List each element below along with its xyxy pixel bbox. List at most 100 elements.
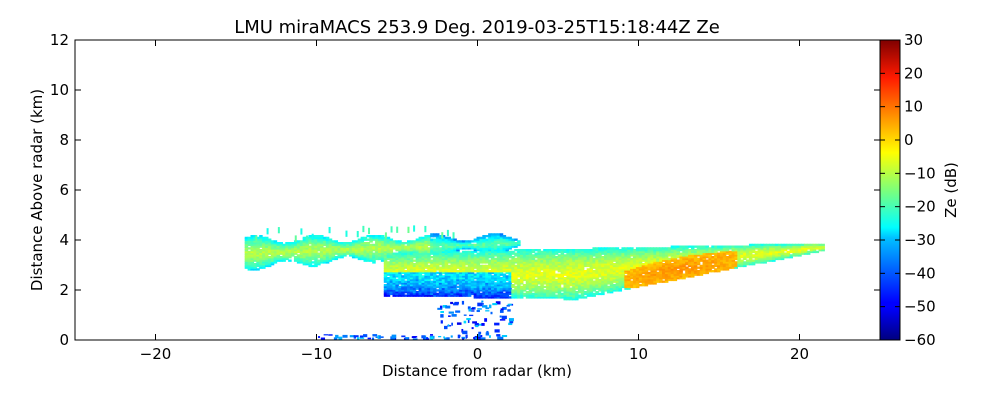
echo-cell [357, 247, 362, 250]
echo-cell [517, 261, 521, 264]
clutter-cell [474, 335, 478, 338]
clutter-cell [357, 337, 360, 340]
echo-cell [743, 249, 747, 252]
echo-cell [659, 249, 663, 252]
echo-cell [731, 245, 736, 248]
echo-cell [409, 263, 414, 266]
echo-cell [491, 247, 495, 250]
echo-cell [801, 245, 805, 248]
echo-cell [598, 270, 602, 273]
echo-cell [378, 257, 382, 261]
echo-cell [546, 271, 550, 275]
echo-cell [462, 268, 466, 271]
x-tick-label: 20 [790, 345, 809, 363]
echo-cell [415, 256, 420, 259]
echo-cell [464, 259, 469, 262]
echo-cell [325, 254, 330, 257]
echo-cell [653, 264, 657, 268]
echo-cell [308, 263, 312, 266]
echo-cell [421, 278, 425, 282]
echo-cell [517, 257, 521, 261]
echo-cell [459, 257, 463, 261]
echo-cell [525, 249, 530, 252]
echo-cell [804, 252, 808, 255]
echo-cell [444, 257, 449, 261]
echo-cell [522, 284, 527, 287]
echo-cell [493, 249, 498, 252]
echo-cell [276, 247, 281, 250]
echo-cell [450, 292, 454, 296]
echo-cell [583, 296, 588, 299]
echo-cell [427, 275, 431, 278]
echo-cell [569, 261, 573, 264]
echo-cell [427, 256, 431, 259]
echo-cell [496, 264, 501, 268]
echo-cell [543, 259, 547, 262]
echo-cell [476, 259, 481, 262]
echo-cell [412, 292, 417, 296]
echo-cell [517, 243, 521, 247]
echo-cell [743, 250, 747, 254]
echo-cell [702, 257, 707, 261]
echo-cell [601, 264, 605, 268]
echo-cell [493, 275, 498, 278]
echo-cell [383, 257, 388, 261]
echo-cell [627, 282, 631, 285]
echo-cell [737, 257, 741, 261]
echo-cell [676, 256, 680, 259]
echo-cell [543, 277, 547, 280]
clutter-cell [500, 308, 504, 311]
echo-cell [340, 256, 344, 259]
echo-cell [580, 273, 585, 276]
echo-cell [311, 240, 315, 243]
echo-cell [609, 257, 614, 261]
echo-cell [615, 273, 620, 276]
echo-cell [305, 263, 310, 266]
echo-cell [714, 257, 718, 261]
echo-cell [250, 256, 254, 259]
echo-cell [406, 277, 411, 280]
echo-cell [464, 240, 469, 243]
echo-cell [670, 268, 675, 271]
echo-cell [398, 275, 402, 278]
echo-cell [624, 257, 628, 261]
echo-cell [598, 275, 602, 278]
echo-cell [696, 259, 701, 262]
echo-cell [534, 287, 538, 290]
echo-cell [719, 266, 724, 269]
echo-cell [406, 289, 411, 292]
echo-cell [438, 240, 443, 243]
echo-cell [667, 271, 672, 275]
echo-cell [763, 252, 767, 255]
echo-cell [479, 256, 483, 259]
echo-cell [734, 247, 738, 250]
echo-cell [456, 249, 460, 252]
echo-cell [424, 285, 428, 289]
echo-cell [392, 259, 396, 262]
echo-cell [398, 273, 402, 276]
echo-cell [482, 291, 486, 294]
echo-cell [644, 278, 649, 282]
clutter-cell [451, 322, 453, 326]
echo-cell [517, 292, 521, 296]
echo-cell [395, 280, 399, 283]
echo-cell [467, 291, 472, 294]
echo-cell [664, 252, 669, 255]
echo-cell [412, 291, 417, 294]
echo-cell [780, 256, 785, 259]
echo-cell [627, 270, 631, 273]
echo-cell [438, 273, 443, 276]
echo-cell [424, 282, 428, 285]
echo-cell [653, 273, 657, 276]
echo-cell [386, 256, 391, 259]
echo-cell [511, 252, 515, 255]
echo-cell [479, 254, 483, 257]
echo-cell [433, 242, 437, 245]
echo-cell [453, 268, 457, 271]
echo-cell [390, 226, 393, 233]
echo-cell [670, 252, 675, 255]
echo-cell [476, 292, 481, 296]
echo-cell [430, 252, 434, 255]
echo-cell [650, 249, 654, 252]
echo-cell [401, 257, 405, 261]
